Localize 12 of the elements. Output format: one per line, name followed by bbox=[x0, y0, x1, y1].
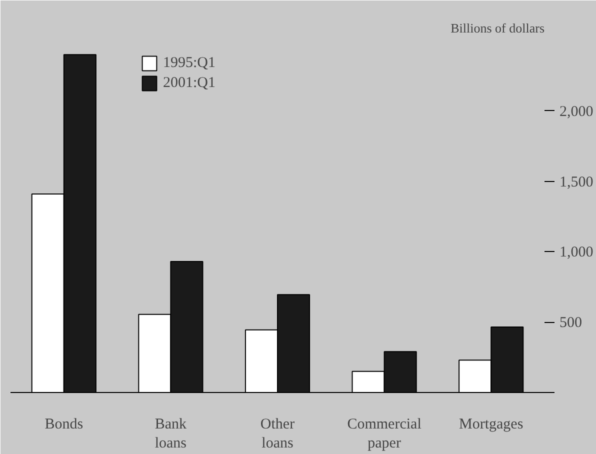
x-tick-label: Mortgages bbox=[459, 416, 524, 432]
x-tick-label: Commercial paper bbox=[347, 416, 422, 452]
y-tick-label: 2,000 bbox=[560, 104, 594, 120]
x-tick-label: Bank loans bbox=[154, 416, 188, 452]
x-tick-label: Bonds bbox=[44, 416, 84, 432]
y-axis-title: Billions of dollars bbox=[450, 20, 544, 36]
legend-label: 1995:Q1 bbox=[163, 54, 216, 72]
x-tick-label: Other loans bbox=[260, 416, 295, 452]
y-tick-label: 500 bbox=[560, 315, 582, 332]
y-tick-label: 1,500 bbox=[560, 174, 594, 190]
legend-label: 2001:Q1 bbox=[163, 74, 216, 92]
y-tick-label: 1,000 bbox=[560, 244, 594, 261]
